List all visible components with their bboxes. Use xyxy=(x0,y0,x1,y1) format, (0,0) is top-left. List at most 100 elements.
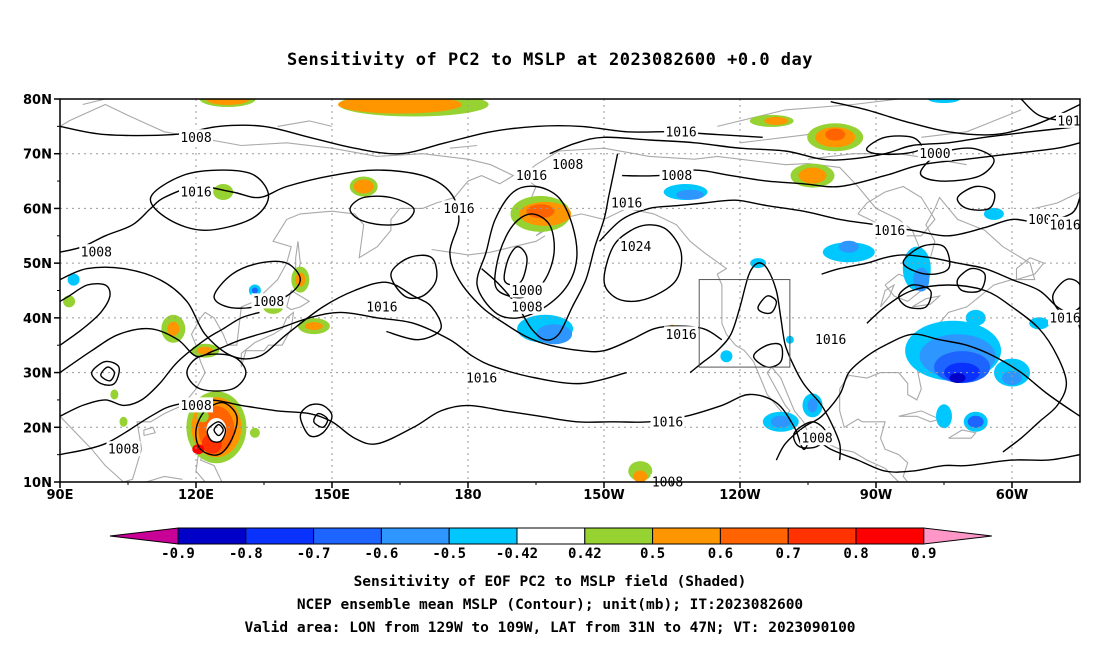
shade-patch xyxy=(119,416,128,427)
shade-patch xyxy=(67,273,80,286)
contour-label: 1016 xyxy=(665,328,696,343)
coastline xyxy=(1034,191,1080,209)
lon-label: 120E xyxy=(178,488,214,503)
contour-label: 1016 xyxy=(1049,218,1080,233)
shade-patch xyxy=(353,179,374,194)
isobar-closed xyxy=(956,267,986,293)
colorbar-swatch xyxy=(787,527,857,545)
lat-label: 10N xyxy=(23,476,52,491)
lon-label: 150W xyxy=(583,488,624,503)
contour-label: 1008 xyxy=(180,399,211,414)
contour-label: 1016 xyxy=(611,197,642,212)
coastline xyxy=(898,410,942,423)
shade-patch xyxy=(249,427,260,438)
colorbar-label: -0.5 xyxy=(432,546,466,562)
isobar-closed xyxy=(902,243,951,276)
colorbar-label: 0.6 xyxy=(708,546,733,562)
contour-label-bg xyxy=(872,222,907,238)
contour-label-bg xyxy=(800,430,835,446)
lon-label: 120W xyxy=(719,488,760,503)
coastline xyxy=(921,109,1022,138)
shade-patch xyxy=(251,287,258,294)
valid-area-box xyxy=(698,279,791,368)
colorbar-swatch xyxy=(584,527,654,545)
shade-patch xyxy=(949,373,966,383)
footer-line-3: Valid area: LON from 129W to 109W, LAT f… xyxy=(244,620,856,636)
colorbar-over-triangle xyxy=(923,527,992,545)
contour-label-bg xyxy=(1048,309,1082,325)
isobar xyxy=(821,254,1080,330)
lat-label: 50N xyxy=(23,257,52,272)
contour-label-bg xyxy=(364,298,399,314)
colorbar-swatch xyxy=(448,527,518,545)
colorbar-under-triangle xyxy=(109,527,179,545)
contour-label-bg xyxy=(618,238,653,254)
contour-label-bg xyxy=(664,326,699,342)
isobar xyxy=(60,393,1080,473)
colorbar-swatch xyxy=(855,527,925,545)
footer-line-2: NCEP ensemble mean MSLP (Contour); unit(… xyxy=(296,597,804,613)
isobar-closed xyxy=(752,342,784,368)
contour-label-bg xyxy=(251,293,286,309)
shade-patch xyxy=(983,207,1004,220)
isobar-closed xyxy=(494,213,555,299)
contour-label-bg xyxy=(550,156,585,172)
colorbar-label: 0.8 xyxy=(843,546,868,562)
contour-label-bg xyxy=(1056,112,1082,128)
contour-label: 1016 xyxy=(366,300,397,315)
lon-label: 60W xyxy=(996,488,1028,503)
colorbar-label: 0.7 xyxy=(776,546,801,562)
coastline xyxy=(143,426,156,437)
colorbar-label: 0.5 xyxy=(640,546,665,562)
lat-label: 40N xyxy=(23,312,52,327)
shade-patch xyxy=(192,444,205,455)
contour-label-bg xyxy=(650,413,685,429)
coastline xyxy=(948,429,977,439)
contour-label-bg xyxy=(509,282,544,298)
shade-patch xyxy=(167,321,180,336)
contour-label: 1000 xyxy=(511,284,542,299)
isobar-closed xyxy=(1052,278,1080,314)
coastline xyxy=(60,103,515,482)
isobar xyxy=(599,197,1080,242)
contour-label: 1016 xyxy=(652,415,683,430)
isobar xyxy=(775,333,1080,461)
shade-patch xyxy=(928,99,960,103)
shade-patch xyxy=(213,184,234,200)
lat-label: 20N xyxy=(23,421,52,436)
coastline xyxy=(82,99,106,106)
contour-label: 1008 xyxy=(253,295,284,310)
lat-label: 30N xyxy=(23,367,52,382)
colorbar-swatch xyxy=(313,527,382,545)
shade-patch xyxy=(838,240,859,253)
colorbar: -0.9 -0.8 -0.7 -0.6 -0.5 -0.42 0.42 0.5 0.6 0.7 0.… xyxy=(109,527,992,562)
shade-patch xyxy=(1029,317,1050,330)
coastline xyxy=(717,99,899,127)
contour-label: 1008 xyxy=(511,300,542,315)
isobar-closed xyxy=(476,185,578,319)
isobar-closed xyxy=(897,284,932,310)
contour-label-bg xyxy=(441,200,476,216)
isobar-closed xyxy=(206,421,227,443)
isobar-closed xyxy=(195,401,238,456)
isobar xyxy=(60,311,627,385)
isobar xyxy=(60,311,260,417)
coastline xyxy=(145,475,183,482)
isobar-closed xyxy=(213,423,224,437)
shade-patch xyxy=(633,470,648,482)
contour-label: 1008 xyxy=(180,131,211,146)
coastline xyxy=(1015,257,1045,281)
contour-label-bg xyxy=(659,167,694,183)
contour-label: 1000 xyxy=(919,147,950,162)
colorbar-swatch xyxy=(719,527,789,545)
shade-patch xyxy=(825,128,846,141)
shade-patch xyxy=(965,309,986,326)
contour-label: 1008 xyxy=(661,169,692,184)
shade-patch xyxy=(807,398,818,413)
shade-patch xyxy=(720,350,733,363)
colorbar-swatch xyxy=(652,527,721,545)
isobar-closed xyxy=(503,245,528,286)
isobar xyxy=(830,101,1080,136)
contour-label: 1008 xyxy=(552,158,583,173)
